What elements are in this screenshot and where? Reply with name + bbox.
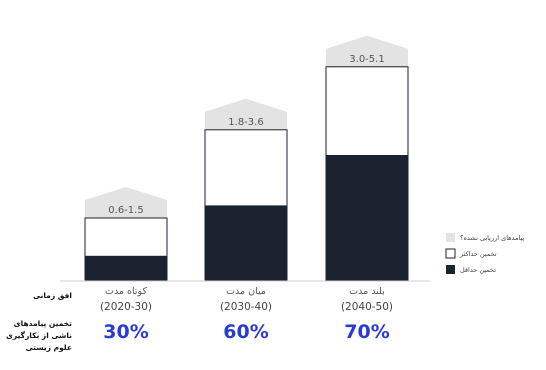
range-label: 0.6-1.5 bbox=[108, 205, 143, 216]
bar-min bbox=[205, 205, 287, 281]
unassessed-shape bbox=[326, 35, 408, 67]
period-label: (2020-30) bbox=[100, 301, 152, 313]
bar-min bbox=[85, 255, 167, 281]
percentage-label: 60% bbox=[223, 321, 268, 343]
bar-min bbox=[326, 155, 408, 281]
period-label: (2040-50) bbox=[341, 301, 393, 313]
category-label: کوتاه مدت bbox=[105, 286, 147, 297]
row-label-estimate: ناشی از بکارگیری bbox=[6, 331, 72, 340]
percentage-label: 30% bbox=[103, 321, 148, 343]
range-label: 3.0-5.1 bbox=[349, 54, 384, 65]
row-label-estimate: علوم زیستی bbox=[26, 343, 72, 352]
period-label: (2030-40) bbox=[220, 301, 272, 313]
legend-label: تخمین حداکثر bbox=[459, 250, 497, 258]
category-label: میان مدت bbox=[226, 286, 266, 297]
legend-swatch bbox=[446, 233, 455, 242]
unassessed-shape bbox=[85, 187, 167, 218]
row-label-horizon: افق زمانی bbox=[33, 291, 72, 300]
percentage-label: 70% bbox=[344, 321, 389, 343]
range-label: 1.8-3.6 bbox=[228, 117, 263, 128]
legend-swatch bbox=[446, 265, 455, 274]
legend-swatch bbox=[445, 248, 456, 259]
legend-label: تخمین حداقل bbox=[460, 266, 496, 274]
category-label: بلند مدت bbox=[349, 286, 385, 297]
unassessed-shape bbox=[205, 98, 287, 130]
row-label-estimate: تخمین پیامدهای bbox=[14, 319, 72, 328]
legend-label: پیامدهای ارزیابی نشده؟ bbox=[460, 234, 524, 242]
